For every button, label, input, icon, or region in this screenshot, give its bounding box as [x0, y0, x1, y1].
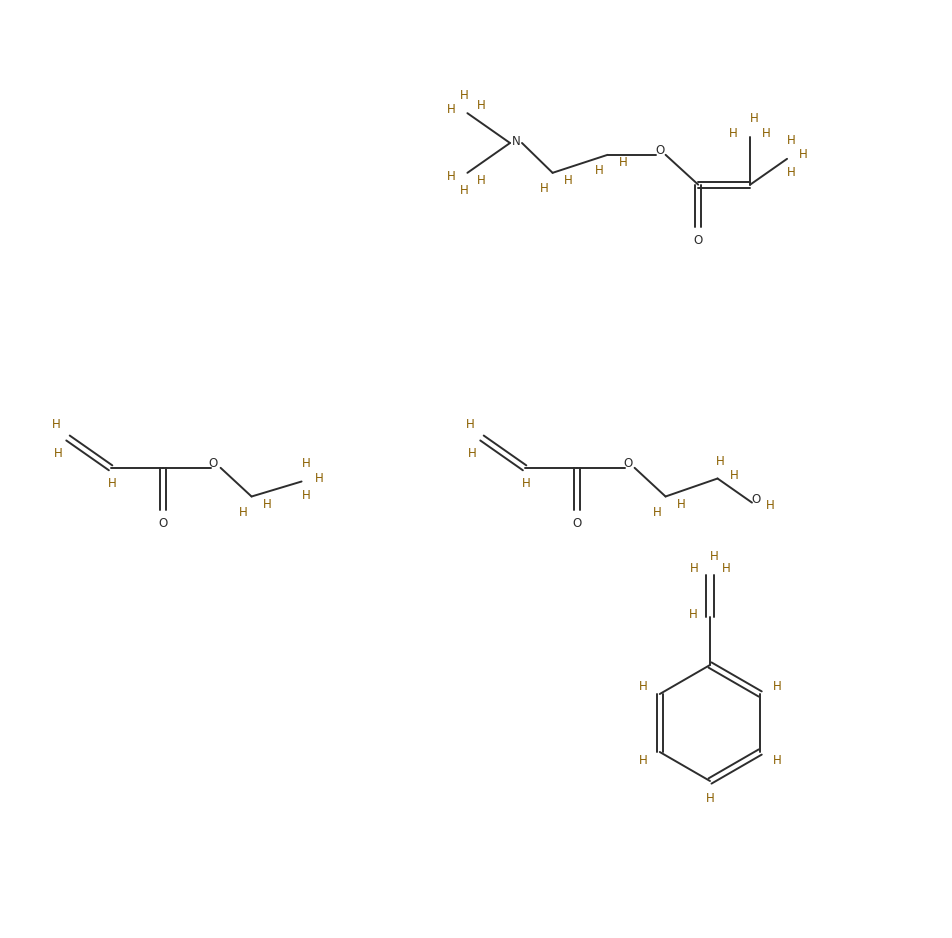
- Text: H: H: [773, 753, 782, 766]
- Text: H: H: [239, 506, 248, 519]
- Text: H: H: [467, 446, 476, 460]
- Text: H: H: [523, 477, 531, 491]
- Text: H: H: [689, 563, 699, 576]
- Text: H: H: [762, 128, 770, 140]
- Text: H: H: [765, 499, 774, 512]
- Text: N: N: [511, 134, 521, 147]
- Text: H: H: [302, 457, 311, 470]
- Text: H: H: [705, 792, 714, 805]
- Text: O: O: [655, 144, 664, 158]
- Text: H: H: [263, 498, 272, 511]
- Text: H: H: [565, 174, 573, 188]
- Text: H: H: [677, 498, 686, 511]
- Text: H: H: [315, 472, 324, 485]
- Text: H: H: [716, 455, 724, 468]
- Text: H: H: [709, 550, 719, 563]
- Text: H: H: [722, 563, 730, 576]
- Text: H: H: [799, 148, 807, 161]
- Text: H: H: [729, 128, 738, 140]
- Text: H: H: [773, 679, 782, 692]
- Text: H: H: [688, 608, 698, 621]
- Text: H: H: [639, 753, 647, 766]
- Text: H: H: [786, 134, 796, 147]
- Text: H: H: [540, 182, 549, 195]
- Text: H: H: [447, 102, 456, 115]
- Text: H: H: [750, 113, 759, 125]
- Text: H: H: [302, 489, 311, 502]
- Text: H: H: [447, 171, 456, 183]
- Text: H: H: [51, 417, 60, 431]
- Text: H: H: [730, 469, 739, 482]
- Text: O: O: [208, 458, 217, 470]
- Text: O: O: [623, 458, 632, 470]
- Text: H: H: [460, 89, 468, 101]
- Text: H: H: [653, 506, 662, 519]
- Text: H: H: [109, 477, 117, 491]
- Text: H: H: [477, 174, 486, 188]
- Text: H: H: [477, 98, 486, 112]
- Text: O: O: [158, 518, 168, 530]
- Text: H: H: [619, 157, 628, 170]
- Text: H: H: [460, 185, 468, 197]
- Text: O: O: [572, 518, 582, 530]
- Text: H: H: [595, 164, 604, 177]
- Text: O: O: [751, 493, 761, 507]
- Text: H: H: [786, 166, 796, 179]
- Text: H: H: [466, 417, 474, 431]
- Text: H: H: [53, 446, 63, 460]
- Text: H: H: [639, 679, 647, 692]
- Text: O: O: [694, 234, 703, 247]
